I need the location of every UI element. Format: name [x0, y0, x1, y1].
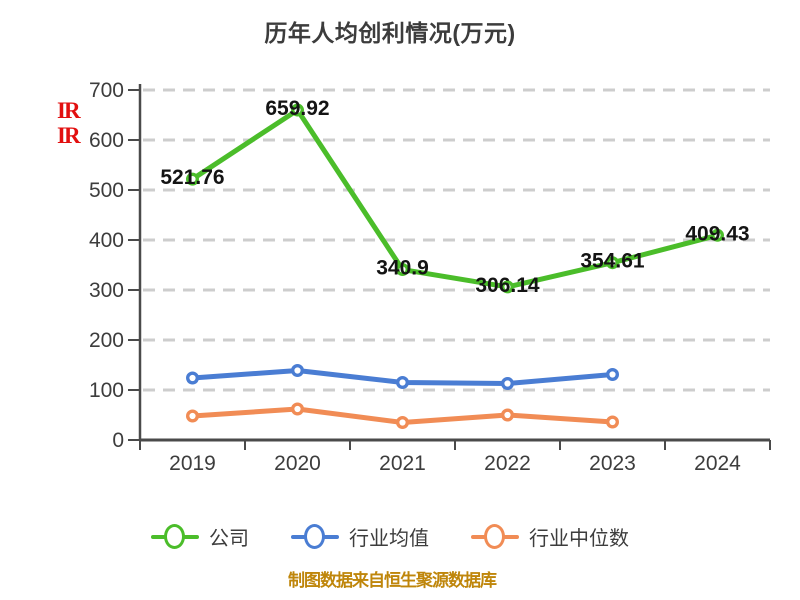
legend-marker-industry-median-icon: [471, 523, 519, 551]
data-label-2020: 659.92: [265, 97, 329, 120]
y-axis-label-200: 200: [89, 329, 124, 352]
y-axis-label-400: 400: [89, 229, 124, 252]
y-axis-label-300: 300: [89, 279, 124, 302]
series-1-point-2022: [501, 377, 515, 391]
red-watermark: IR IR: [57, 98, 83, 152]
series-2-point-2022: [501, 408, 515, 422]
data-source-note: 制图数据来自恒生聚源数据库: [288, 571, 497, 590]
data-label-2019: 521.76: [160, 166, 224, 189]
series-0-point-2020: [291, 103, 305, 117]
x-axis-label-2019: 2019: [169, 452, 216, 475]
series-2-point-2021: [396, 416, 410, 430]
legend-marker-company-icon: [151, 523, 199, 551]
y-axis-label-0: 0: [112, 429, 124, 452]
series-0-point-2019: [185, 172, 199, 186]
series-1-point-2020: [291, 364, 305, 378]
legend-marker-industry-average-icon: [291, 523, 339, 551]
legend-label-industry-median: 行业中位数: [529, 528, 629, 550]
y-axis-label-500: 500: [89, 179, 124, 202]
series-line-0: [190, 107, 720, 290]
series-0-point-2023: [606, 256, 620, 270]
legend-label-company: 公司: [209, 528, 249, 550]
legend-item-industry-average[interactable]: 行业均值: [291, 522, 429, 551]
series-1-point-2021: [396, 376, 410, 390]
y-axis-label-600: 600: [89, 129, 124, 152]
y-axis-label-700: 700: [89, 79, 124, 102]
series-0-point-2022: [501, 280, 515, 294]
series-0-point-2024: [711, 228, 725, 242]
series-2-point-2020: [291, 402, 305, 416]
series-2-point-2019: [185, 409, 199, 423]
legend-item-industry-median[interactable]: 行业中位数: [471, 522, 629, 551]
x-axis-label-2022: 2022: [484, 452, 531, 475]
series-1-point-2019: [185, 371, 199, 385]
x-axis-label-2020: 2020: [274, 452, 321, 475]
x-axis-label-2024: 2024: [694, 452, 741, 475]
legend-item-company[interactable]: 公司: [151, 522, 249, 551]
x-axis-label-2021: 2021: [379, 452, 426, 475]
red-watermark-line-2: IR: [57, 123, 81, 148]
series-1-point-2023: [606, 368, 620, 382]
y-axis-label-100: 100: [89, 379, 124, 402]
chart-legend: 公司 行业均值 行业中位数: [0, 522, 780, 551]
x-axis-label-2023: 2023: [589, 452, 636, 475]
red-watermark-line-1: IR: [57, 98, 81, 123]
series-0-point-2021: [396, 263, 410, 277]
data-label-2021: 340.9: [376, 257, 429, 280]
data-label-2022: 306.14: [475, 274, 540, 297]
data-label-2024: 409.43: [685, 222, 749, 245]
legend-label-industry-average: 行业均值: [349, 528, 429, 550]
series-2-point-2023: [606, 415, 620, 429]
data-label-2023: 354.61: [580, 250, 645, 273]
chart-title: 历年人均创利情况(万元): [264, 20, 516, 46]
